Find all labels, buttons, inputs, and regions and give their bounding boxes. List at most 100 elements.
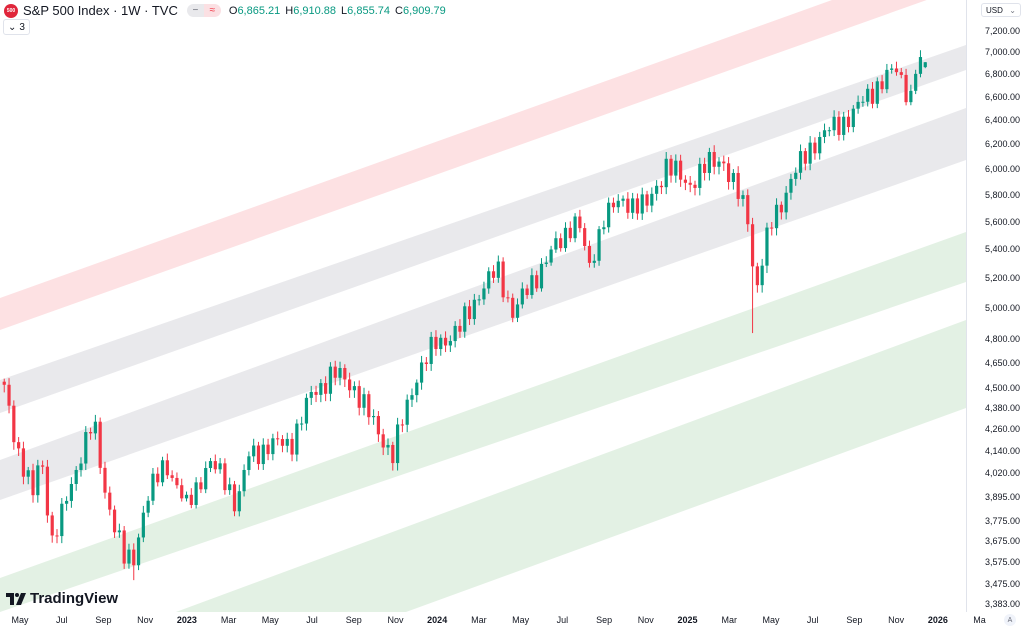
candle-up bbox=[26, 466, 30, 485]
candle-up bbox=[482, 281, 486, 305]
candle-body bbox=[544, 262, 548, 264]
candle-up bbox=[544, 256, 548, 268]
candle-body bbox=[232, 484, 237, 512]
price-tick-label: 5,400.00 bbox=[985, 244, 1021, 255]
currency-select[interactable]: USD ⌄ bbox=[981, 3, 1021, 17]
candle-down bbox=[400, 419, 404, 433]
candle-up bbox=[885, 63, 889, 94]
candle-body bbox=[885, 69, 889, 90]
candle-up bbox=[496, 255, 500, 283]
time-tick-label: Sep bbox=[596, 615, 613, 625]
time-tick-label: 2025 bbox=[677, 615, 698, 625]
candle-body bbox=[640, 194, 644, 214]
delayed-data-icon[interactable]: ≈ bbox=[203, 4, 221, 17]
candle-body bbox=[866, 88, 870, 102]
candle-up bbox=[184, 491, 189, 502]
chevron-down-icon: ⌄ bbox=[1009, 5, 1016, 15]
candle-body bbox=[117, 530, 121, 533]
time-tick-label: May bbox=[512, 615, 530, 625]
candle-up bbox=[242, 464, 246, 497]
candle-body bbox=[170, 475, 174, 478]
candle-up bbox=[875, 77, 879, 109]
candle-body bbox=[395, 424, 400, 464]
candle-up bbox=[405, 394, 409, 433]
candle-body bbox=[367, 394, 371, 418]
candle-body bbox=[539, 263, 544, 289]
candle-down bbox=[21, 441, 26, 485]
candle-body bbox=[285, 438, 289, 446]
candle-up bbox=[554, 231, 558, 253]
price-tick-label: 4,380.00 bbox=[985, 403, 1021, 414]
candle-body bbox=[376, 416, 381, 435]
candle-down bbox=[880, 75, 884, 94]
candle-up bbox=[616, 194, 620, 213]
candle-body bbox=[808, 142, 812, 164]
price-chart[interactable] bbox=[0, 0, 966, 612]
candle-up bbox=[285, 432, 289, 453]
candle-body bbox=[93, 421, 97, 434]
candle-up bbox=[832, 110, 836, 137]
candle-body bbox=[779, 204, 783, 213]
candle-up bbox=[117, 523, 121, 538]
candle-body bbox=[535, 275, 539, 289]
symbol-title[interactable]: S&P 500 Index · 1W · TVC bbox=[23, 3, 178, 18]
candle-body bbox=[463, 306, 467, 332]
price-axis[interactable]: USD ⌄ 7,200.00 7,000.00 6,800.00 6,600.00 6,… bbox=[966, 0, 1024, 612]
candle-body bbox=[645, 194, 649, 206]
candle-up bbox=[309, 385, 313, 405]
price-tick-label: 4,020.00 bbox=[985, 468, 1021, 479]
candle-body bbox=[674, 160, 678, 176]
candle-body bbox=[923, 62, 927, 68]
candle-body bbox=[616, 200, 620, 208]
candle-up bbox=[372, 409, 376, 425]
time-tick-label: May bbox=[762, 615, 780, 625]
candle-body bbox=[21, 448, 26, 477]
ohlc-low: L6,855.74 bbox=[341, 5, 390, 17]
candle-body bbox=[774, 204, 779, 229]
candle-body bbox=[55, 535, 59, 537]
candle-body bbox=[352, 386, 357, 391]
time-tick-label: Sep bbox=[846, 615, 863, 625]
time-axis[interactable]: May Jul Sep Nov 2023 Mar May Jul Sep Nov 2024 Mar Ma… bbox=[0, 612, 990, 628]
candle-body bbox=[664, 158, 668, 188]
price-tick-label: 6,400.00 bbox=[985, 115, 1021, 126]
candle-up bbox=[338, 361, 342, 386]
price-tick-label: 6,000.00 bbox=[985, 164, 1021, 175]
candle-body bbox=[890, 68, 894, 70]
candle-down bbox=[381, 428, 385, 456]
candle-down bbox=[31, 463, 35, 503]
candle-down bbox=[688, 176, 692, 193]
candle-body bbox=[429, 336, 433, 364]
candle-body bbox=[520, 288, 524, 305]
candle-up bbox=[822, 123, 827, 144]
candle-body bbox=[247, 456, 251, 470]
candle-up bbox=[731, 169, 735, 190]
candle-up bbox=[741, 190, 745, 207]
candle-down bbox=[50, 511, 54, 543]
candle-body bbox=[343, 368, 347, 380]
market-closed-icon[interactable]: − bbox=[186, 4, 204, 17]
candle-body bbox=[189, 494, 193, 505]
candle-down bbox=[525, 284, 529, 299]
candle-up bbox=[295, 419, 299, 462]
candle-body bbox=[199, 482, 203, 490]
time-tick-label: May bbox=[261, 615, 279, 625]
tradingview-logo[interactable]: TradingView bbox=[6, 590, 118, 607]
candle-down bbox=[693, 180, 697, 196]
candle-body bbox=[607, 202, 611, 228]
candle-down bbox=[506, 290, 510, 303]
auto-scale-button[interactable]: A bbox=[1004, 614, 1016, 626]
candle-up bbox=[136, 533, 141, 571]
candle-down bbox=[443, 331, 448, 353]
candle-body bbox=[530, 275, 534, 296]
candle-body bbox=[50, 515, 54, 536]
candle-up bbox=[146, 496, 150, 518]
candle-down bbox=[98, 417, 102, 474]
currency-label: USD bbox=[986, 5, 1003, 15]
candle-body bbox=[218, 463, 222, 470]
candle-up bbox=[64, 496, 69, 511]
indicators-toggle-button[interactable]: ⌄ 3 bbox=[3, 19, 30, 35]
candle-body bbox=[770, 227, 774, 229]
candle-body bbox=[372, 416, 376, 418]
price-tick-label: 5,600.00 bbox=[985, 216, 1021, 227]
